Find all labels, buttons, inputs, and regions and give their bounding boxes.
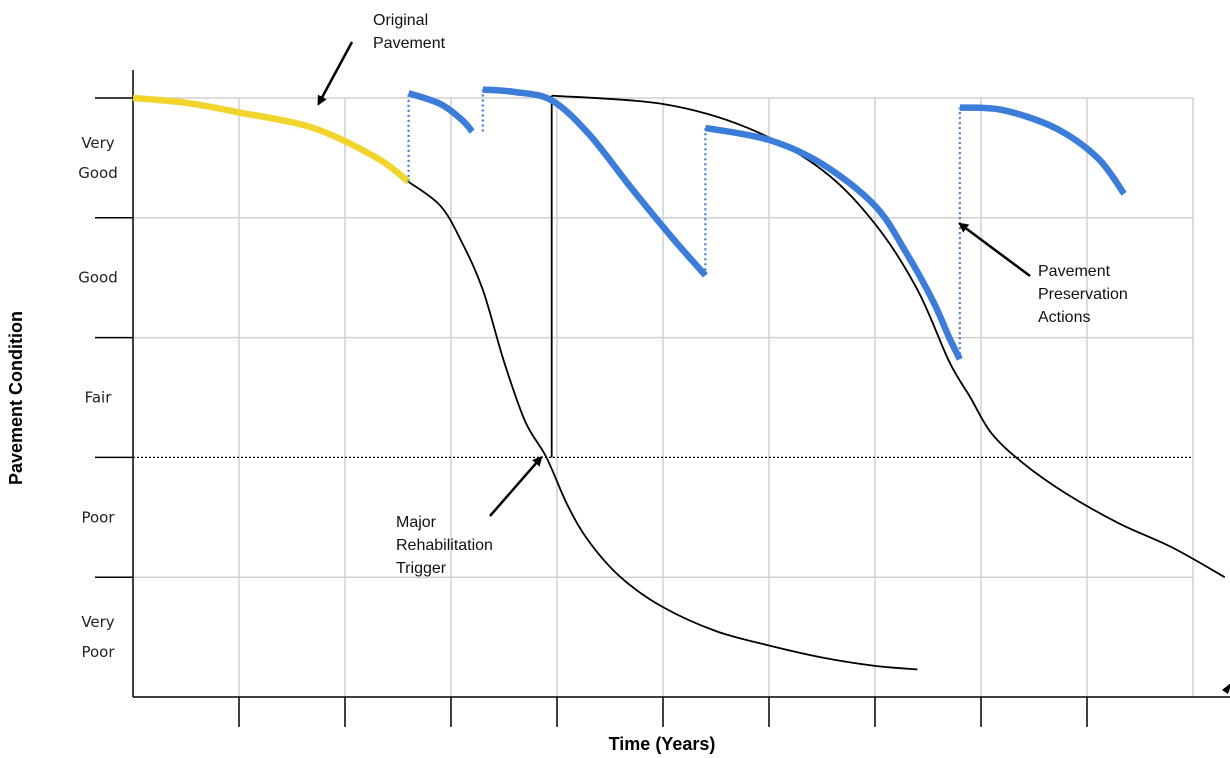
grid-lines [133,97,1194,697]
annotation-rehab-text: Rehabilitation [396,537,493,554]
annotation-preservation-text: Preservation [1038,286,1128,303]
annotations: Original Pavement Pavement Preservation Acti… [317,12,1128,577]
series-lines [132,86,1226,671]
condition-label: Good [78,269,118,287]
preservation-line [482,86,708,278]
axes [95,70,1230,727]
condition-level-labels: Very Poor Poor Fair Good Very Good [78,134,118,661]
condition-label: Poor [81,643,115,661]
preservation-line [407,90,475,134]
original-pavement-line [132,94,411,185]
condition-label: Good [78,164,118,182]
after-rehabilitation-line [551,94,1226,578]
x-axis-title: Time (Years) [609,734,716,754]
annotation-original-text: Pavement [373,35,446,52]
annotation-rehab-text: Trigger [396,560,447,577]
annotation-original-arrow [317,41,354,106]
condition-label: Poor [81,508,115,526]
y-axis-title: Pavement Condition [6,311,26,485]
annotation-original-text: Original [373,12,428,29]
annotation-rehab-text: Major [396,514,437,531]
condition-label: Very [81,134,114,152]
annotation-rehab-arrow [489,455,543,517]
annotation-preservation-arrow [958,222,1031,278]
x-axis-arrow [1222,683,1230,694]
preservation-line [704,124,963,361]
annotation-preservation-text: Pavement [1038,263,1111,280]
deterioration-line [408,181,918,671]
preservation-line [959,104,1127,196]
annotation-preservation-text: Actions [1038,309,1090,326]
condition-label: Fair [85,389,113,407]
condition-label: Very [81,613,114,631]
